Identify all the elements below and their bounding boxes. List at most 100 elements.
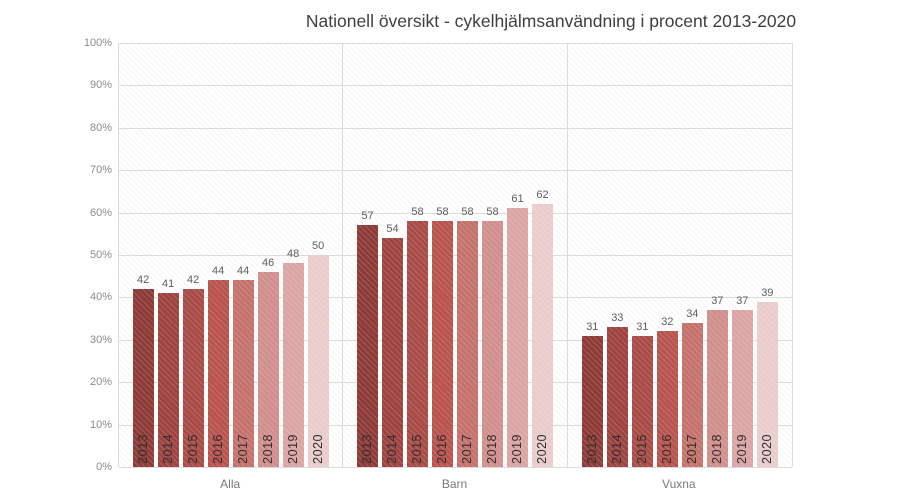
year-label: 2018	[710, 434, 725, 464]
year-label: 2020	[311, 434, 326, 464]
bar-group: 42 2013 41 2014 42 2015 44 2016 44 2017 46 2018 48 20…	[119, 43, 342, 468]
y-tick-label: 30%	[89, 333, 112, 346]
bar-alla-2016: 44 2016	[207, 265, 229, 467]
value-label: 48	[287, 248, 300, 261]
gridline	[119, 127, 792, 129]
value-label: 46	[262, 256, 275, 269]
year-label: 2013	[585, 434, 600, 464]
bar-vuxna-2018: 37 2018	[706, 295, 728, 467]
gridline	[119, 43, 792, 44]
value-label: 34	[686, 307, 699, 320]
value-label: 33	[611, 312, 624, 325]
bar-vuxna-2014: 33 2014	[606, 312, 628, 467]
bar-barn-2019: 61 2019	[506, 193, 528, 467]
year-label: 2016	[660, 434, 675, 464]
group-band-alla: 42 2013 41 2014 42 2015 44 2016 44 2017 46 2018 48 20…	[119, 43, 344, 468]
gridline	[119, 170, 792, 172]
y-tick-label: 40%	[89, 291, 112, 304]
y-tick-label: 20%	[89, 376, 112, 389]
value-label: 58	[436, 206, 449, 219]
x-axis-label-barn: Barn	[441, 477, 468, 491]
bar-vuxna-2015: 31 2015	[631, 321, 653, 468]
gridline	[119, 467, 792, 468]
bar-alla-2019: 48 2019	[282, 248, 304, 467]
value-label: 62	[536, 189, 549, 202]
year-label: 2015	[186, 434, 201, 464]
value-label: 58	[486, 206, 499, 219]
year-label: 2017	[460, 434, 475, 464]
y-tick-label: 10%	[89, 418, 112, 431]
value-label: 44	[212, 265, 225, 278]
value-label: 31	[586, 320, 599, 333]
group-band-vuxna: 31 2013 33 2014 31 2015 32 2016 34 2017 37 2018 37 20…	[568, 43, 792, 468]
year-label: 2013	[360, 434, 375, 464]
bar-alla-2020: 50 2020	[307, 240, 329, 467]
bar-alla-2017: 44 2017	[232, 265, 254, 467]
year-label: 2014	[161, 434, 176, 464]
value-label: 44	[237, 265, 250, 278]
year-label: 2015	[410, 434, 425, 464]
y-tick-label: 60%	[89, 206, 112, 219]
value-label: 39	[761, 286, 774, 299]
year-label: 2014	[610, 434, 625, 464]
bar-barn-2018: 58 2018	[481, 206, 503, 467]
year-label: 2017	[685, 434, 700, 464]
gridline	[119, 382, 792, 384]
gridline	[119, 297, 792, 299]
bar-alla-2013: 42 2013	[132, 274, 154, 468]
value-label: 58	[461, 206, 474, 219]
y-tick-label: 70%	[89, 164, 112, 177]
bar-vuxna-2019: 37 2019	[731, 295, 753, 467]
x-axis: Alla Barn Vuxna	[118, 477, 791, 493]
bar-barn-2017: 58 2017	[456, 206, 478, 467]
value-label: 32	[661, 316, 674, 329]
bar-barn-2020: 62 2020	[531, 189, 553, 467]
year-label: 2018	[485, 434, 500, 464]
year-label: 2017	[236, 434, 251, 464]
year-label: 2018	[261, 434, 276, 464]
value-label: 58	[411, 206, 424, 219]
gridline	[119, 212, 792, 214]
gridline	[119, 424, 792, 426]
gridline	[119, 85, 792, 87]
year-label: 2014	[385, 434, 400, 464]
bar-group: 57 2013 54 2014 58 2015 58 2016 58 2017 58 2018 61 20…	[343, 43, 566, 467]
bar-barn-2016: 58 2016	[431, 206, 453, 467]
bar-vuxna-2016: 32 2016	[656, 316, 678, 467]
year-label: 2020	[760, 434, 775, 464]
year-label: 2015	[635, 434, 650, 464]
value-label: 50	[312, 240, 325, 252]
value-label: 41	[162, 278, 175, 291]
value-label: 57	[361, 210, 374, 223]
plot-area: 42 2013 41 2014 42 2015 44 2016 44 2017 46 2018 48 20…	[118, 43, 793, 468]
y-tick-label: 90%	[89, 79, 112, 92]
value-label: 42	[187, 273, 200, 286]
x-axis-label-vuxna: Vuxna	[662, 477, 696, 491]
bar-alla-2014: 41 2014	[157, 278, 179, 467]
year-label: 2019	[510, 434, 525, 464]
group-band-barn: 57 2013 54 2014 58 2015 58 2016 58 2017 58 2018 61 20…	[343, 43, 568, 467]
bar-barn-2013: 57 2013	[356, 210, 378, 467]
chart-title: Nationell översikt - cykelhjälmsanvändni…	[305, 11, 797, 31]
value-label: 42	[137, 273, 150, 286]
gridline	[119, 339, 792, 341]
bar-group: 31 2013 33 2014 31 2015 32 2016 34 2017 37 2018 37 20…	[568, 43, 792, 468]
y-axis: 0% 10% 20% 30% 40% 50% 60% 70% 80% 90% 100%	[0, 37, 112, 473]
value-label: 37	[711, 295, 724, 308]
year-label: 2020	[535, 434, 550, 464]
value-label: 54	[386, 223, 399, 236]
bar-vuxna-2017: 34 2017	[681, 308, 703, 468]
year-label: 2016	[211, 434, 226, 464]
bar-barn-2014: 54 2014	[381, 223, 403, 467]
value-label: 31	[636, 320, 649, 333]
bar-alla-2015: 42 2015	[182, 274, 204, 468]
bar-vuxna-2020: 39 2020	[756, 287, 778, 468]
bar-barn-2015: 58 2015	[406, 206, 428, 467]
y-tick-label: 100%	[83, 37, 112, 49]
y-tick-label: 0%	[96, 461, 112, 473]
bar-alla-2018: 46 2018	[257, 257, 279, 468]
value-label: 61	[511, 193, 524, 206]
gridline	[119, 255, 792, 256]
value-label: 37	[736, 295, 749, 308]
